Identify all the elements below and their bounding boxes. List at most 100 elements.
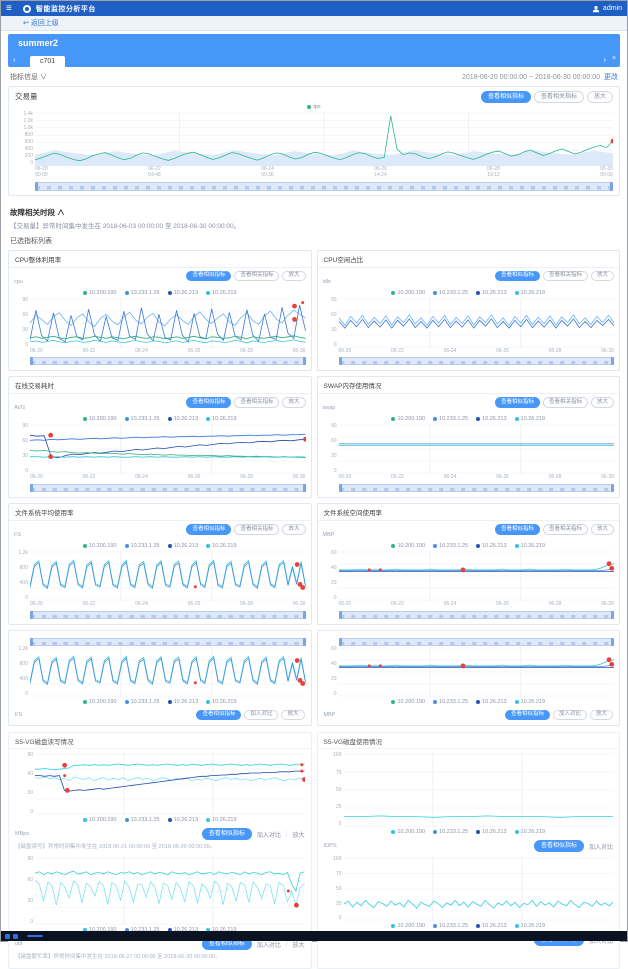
compare-button[interactable]: 加入对比: [552, 709, 587, 721]
tab-scroll-right-icon[interactable]: ›: [603, 55, 606, 64]
compare-link[interactable]: 加入对比: [588, 844, 613, 851]
alert-section-title[interactable]: 故障相关时段 ∧: [10, 207, 65, 217]
zoom-link[interactable]: 放大: [292, 832, 305, 839]
slider-left-handle[interactable]: [338, 484, 342, 492]
datazoom-slider[interactable]: [30, 357, 306, 366]
zoom-button[interactable]: 放大: [590, 270, 614, 281]
slider-right-handle[interactable]: [610, 181, 613, 191]
legend-item[interactable]: 10.233.1.25: [433, 543, 468, 549]
datazoom-slider[interactable]: [30, 484, 306, 492]
legend-item[interactable]: 10.233.1.25: [124, 699, 160, 705]
zoom-button[interactable]: 放大: [282, 524, 306, 535]
zoom-button[interactable]: 放大: [281, 709, 305, 721]
line-chart[interactable]: [30, 424, 306, 475]
related-metrics-button[interactable]: 查看相关指标: [234, 270, 280, 281]
legend-item[interactable]: 10.26.219: [514, 699, 545, 705]
related-metrics-button[interactable]: 查看相关指标: [542, 270, 588, 281]
taskbar-app-icon[interactable]: [13, 933, 18, 939]
legend-item[interactable]: 10.233.1.25: [124, 416, 160, 422]
slider-left-handle[interactable]: [35, 181, 38, 191]
legend-item[interactable]: 10.200.190: [82, 817, 117, 823]
related-metrics-button[interactable]: 查看相关指标: [234, 524, 280, 535]
zoom-button[interactable]: 放大: [590, 397, 614, 408]
datazoom-slider[interactable]: [338, 610, 614, 619]
slider-left-handle[interactable]: [30, 610, 33, 619]
legend-item[interactable]: 10.26.213: [167, 927, 198, 933]
legend-item[interactable]: 10.200.190: [391, 699, 425, 705]
tab-close-icon[interactable]: ×: [611, 55, 616, 62]
similar-metrics-button[interactable]: 查看相似指标: [494, 270, 540, 281]
legend-item[interactable]: 10.233.1.25: [124, 927, 160, 933]
legend-item[interactable]: 10.26.213: [167, 543, 198, 549]
legend-item[interactable]: 10.26.213: [476, 699, 507, 705]
legend-item[interactable]: 10.26.219: [514, 543, 545, 549]
legend-item[interactable]: 10.26.213: [167, 817, 198, 823]
slider-right-handle[interactable]: [611, 610, 614, 619]
legend-item[interactable]: 10.26.213: [476, 923, 507, 929]
slider-left-handle[interactable]: [338, 357, 342, 366]
change-range-link[interactable]: 更改: [604, 74, 618, 81]
zoom-button[interactable]: 放大: [282, 270, 306, 281]
slider-right-handle[interactable]: [302, 357, 306, 366]
slider-right-handle[interactable]: [302, 637, 306, 646]
legend-item[interactable]: 10.26.219: [514, 923, 545, 929]
legend-item[interactable]: 10.233.1.25: [433, 416, 468, 422]
legend-item[interactable]: 10.200.190: [391, 290, 425, 296]
legend-item[interactable]: 10.200.190: [391, 829, 425, 835]
related-metrics-button[interactable]: 查看相关指标: [533, 91, 584, 103]
tab-c701[interactable]: c701: [30, 56, 66, 67]
slider-left-handle[interactable]: [30, 637, 33, 646]
similar-metrics-button[interactable]: 查看相似指标: [186, 270, 232, 281]
legend-item[interactable]: 10.26.219: [206, 543, 237, 549]
username[interactable]: admin: [602, 5, 622, 12]
related-metrics-button[interactable]: 查看相关指标: [542, 397, 588, 408]
legend-item[interactable]: 10.233.1.25: [433, 829, 468, 835]
line-chart[interactable]: [338, 297, 614, 348]
line-chart[interactable]: [338, 551, 614, 601]
legend-item[interactable]: 10.26.219: [514, 290, 545, 296]
legend-item[interactable]: 10.200.190: [82, 290, 117, 296]
similar-metrics-button[interactable]: 查看相似指标: [533, 840, 584, 853]
zoom-button[interactable]: 放大: [586, 91, 613, 103]
compare-link[interactable]: 加入对比: [256, 832, 281, 839]
slider-left-handle[interactable]: [30, 484, 33, 492]
compare-button[interactable]: 加入对比: [244, 709, 279, 721]
similar-metrics-button[interactable]: 查看相似指标: [196, 709, 242, 721]
legend-item[interactable]: 10.26.213: [476, 829, 507, 835]
datazoom-slider[interactable]: [338, 357, 614, 366]
line-chart[interactable]: [35, 753, 305, 816]
line-chart[interactable]: [30, 297, 306, 348]
slider-left-handle[interactable]: [338, 610, 342, 619]
zoom-button[interactable]: 放大: [282, 397, 306, 408]
slider-left-handle[interactable]: [338, 637, 342, 646]
legend-item[interactable]: 10.26.219: [206, 927, 237, 933]
line-chart[interactable]: [35, 857, 305, 926]
legend-item[interactable]: 10.200.190: [82, 543, 117, 549]
legend-item[interactable]: 10.26.213: [476, 416, 507, 422]
legend-item[interactable]: 10.200.190: [82, 699, 117, 705]
line-chart[interactable]: [343, 857, 613, 922]
similar-metrics-button[interactable]: 查看相似指标: [186, 397, 232, 408]
legend-item[interactable]: 10.26.219: [514, 416, 545, 422]
compare-link[interactable]: 加入对比: [256, 942, 281, 949]
similar-metrics-button[interactable]: 查看相似指标: [480, 91, 531, 103]
legend-item[interactable]: 10.26.213: [167, 290, 198, 296]
similar-metrics-button[interactable]: 查看相似指标: [504, 709, 550, 721]
legend-item[interactable]: 10.26.219: [514, 829, 545, 835]
slider-right-handle[interactable]: [302, 610, 306, 619]
datazoom-slider[interactable]: [30, 637, 306, 646]
zoom-link[interactable]: 放大: [292, 942, 305, 949]
back-link[interactable]: ↩ 返回上级: [23, 20, 59, 27]
legend-item[interactable]: 10.26.219: [206, 416, 237, 422]
legend-item[interactable]: 10.233.1.25: [433, 699, 468, 705]
similar-metrics-button[interactable]: 查看相似指标: [494, 397, 540, 408]
legend-item[interactable]: 10.200.190: [82, 927, 117, 933]
legend-item[interactable]: 10.200.190: [82, 416, 117, 422]
slider-right-handle[interactable]: [611, 357, 614, 366]
line-chart[interactable]: [338, 646, 614, 697]
line-chart[interactable]: [343, 753, 613, 828]
taskbar-app-icon[interactable]: [5, 933, 10, 939]
slider-right-handle[interactable]: [611, 484, 614, 492]
slider-right-handle[interactable]: [302, 484, 306, 492]
line-chart[interactable]: [30, 551, 306, 601]
